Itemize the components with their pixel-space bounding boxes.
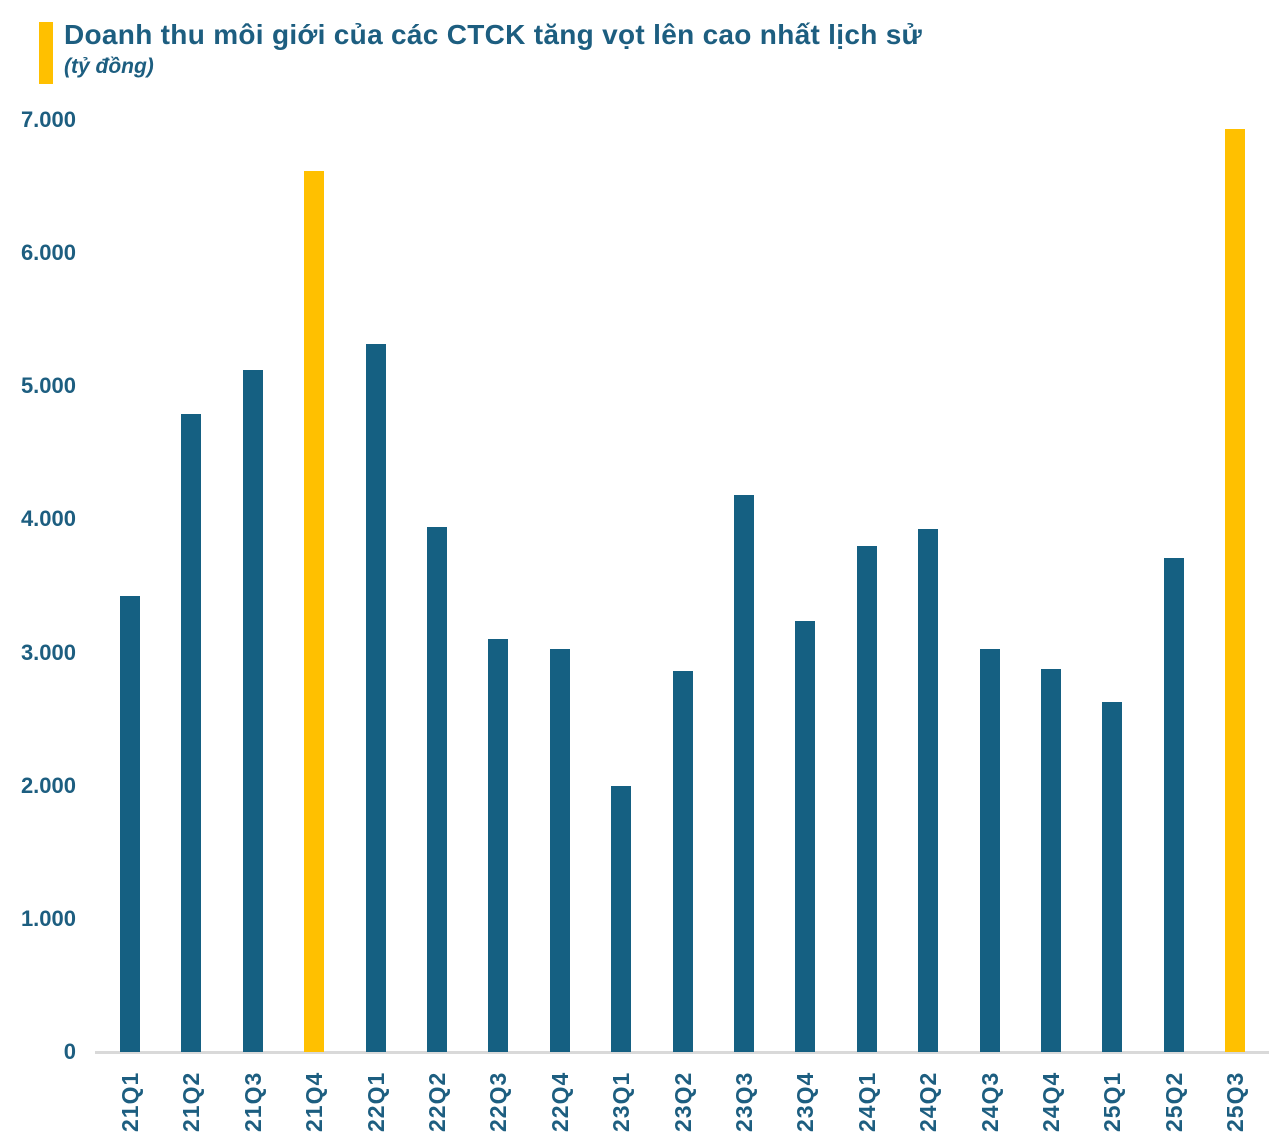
y-tick-label: 4.000 — [20, 506, 76, 532]
x-tick-label-23Q4: 23Q4 — [792, 1072, 819, 1133]
chart-subtitle: (tỷ đồng) — [64, 55, 154, 78]
bar-23Q3 — [734, 495, 754, 1052]
x-tick-label-23Q2: 23Q2 — [669, 1072, 696, 1133]
bar-23Q1 — [611, 786, 632, 1052]
bar-23Q4 — [795, 621, 816, 1052]
y-tick-label: 3.000 — [20, 639, 76, 665]
bar-24Q2 — [918, 528, 939, 1052]
x-tick-label-21Q2: 21Q2 — [178, 1072, 205, 1133]
y-tick-label: 6.000 — [20, 240, 76, 266]
x-tick-label-25Q2: 25Q2 — [1160, 1072, 1187, 1133]
bar-21Q3 — [242, 370, 263, 1052]
y-tick-label: 5.000 — [20, 373, 76, 399]
x-tick-label-24Q2: 24Q2 — [915, 1072, 942, 1133]
y-tick-label: 2.000 — [20, 772, 76, 798]
x-tick-label-25Q1: 25Q1 — [1099, 1072, 1126, 1133]
bar-21Q2 — [181, 414, 202, 1052]
bar-24Q3 — [979, 648, 1000, 1052]
x-tick-label-24Q3: 24Q3 — [976, 1072, 1003, 1133]
bar-22Q3 — [488, 638, 509, 1052]
chart-title: Doanh thu môi giới của các CTCK tăng vọt… — [64, 19, 923, 50]
bar-25Q1 — [1102, 701, 1123, 1052]
x-tick-label-24Q4: 24Q4 — [1038, 1072, 1064, 1133]
y-tick-label: 1.000 — [20, 905, 76, 931]
x-tick-label-22Q4: 22Q4 — [546, 1072, 573, 1133]
x-tick-label-23Q3: 23Q3 — [731, 1072, 757, 1133]
x-tick-label-22Q1: 22Q1 — [362, 1072, 389, 1133]
x-tick-label-23Q1: 23Q1 — [608, 1072, 635, 1133]
bar-25Q3 — [1225, 129, 1246, 1052]
bar-21Q1 — [120, 595, 140, 1052]
x-tick-label-22Q3: 22Q3 — [485, 1072, 512, 1133]
x-tick-label-22Q2: 22Q2 — [424, 1072, 450, 1133]
x-tick-label-25Q3: 25Q3 — [1222, 1072, 1249, 1133]
y-tick-label: 7.000 — [20, 107, 76, 132]
bar-23Q2 — [672, 671, 693, 1052]
bar-24Q4 — [1041, 668, 1061, 1052]
x-axis-line — [95, 1051, 1269, 1054]
bar-22Q1 — [365, 343, 386, 1052]
title-accent-bar — [39, 22, 53, 84]
bar-25Q2 — [1163, 558, 1184, 1052]
x-tick-label-21Q1: 21Q1 — [117, 1072, 143, 1133]
bar-22Q4 — [549, 649, 570, 1052]
bar-22Q2 — [427, 527, 447, 1052]
x-tick-label-21Q3: 21Q3 — [239, 1072, 266, 1133]
x-tick-label-24Q1: 24Q1 — [853, 1072, 880, 1133]
bar-21Q4 — [304, 170, 325, 1052]
bar-24Q1 — [856, 546, 877, 1052]
x-tick-label-21Q4: 21Q4 — [301, 1072, 328, 1133]
y-tick-label: 0 — [63, 1039, 76, 1064]
